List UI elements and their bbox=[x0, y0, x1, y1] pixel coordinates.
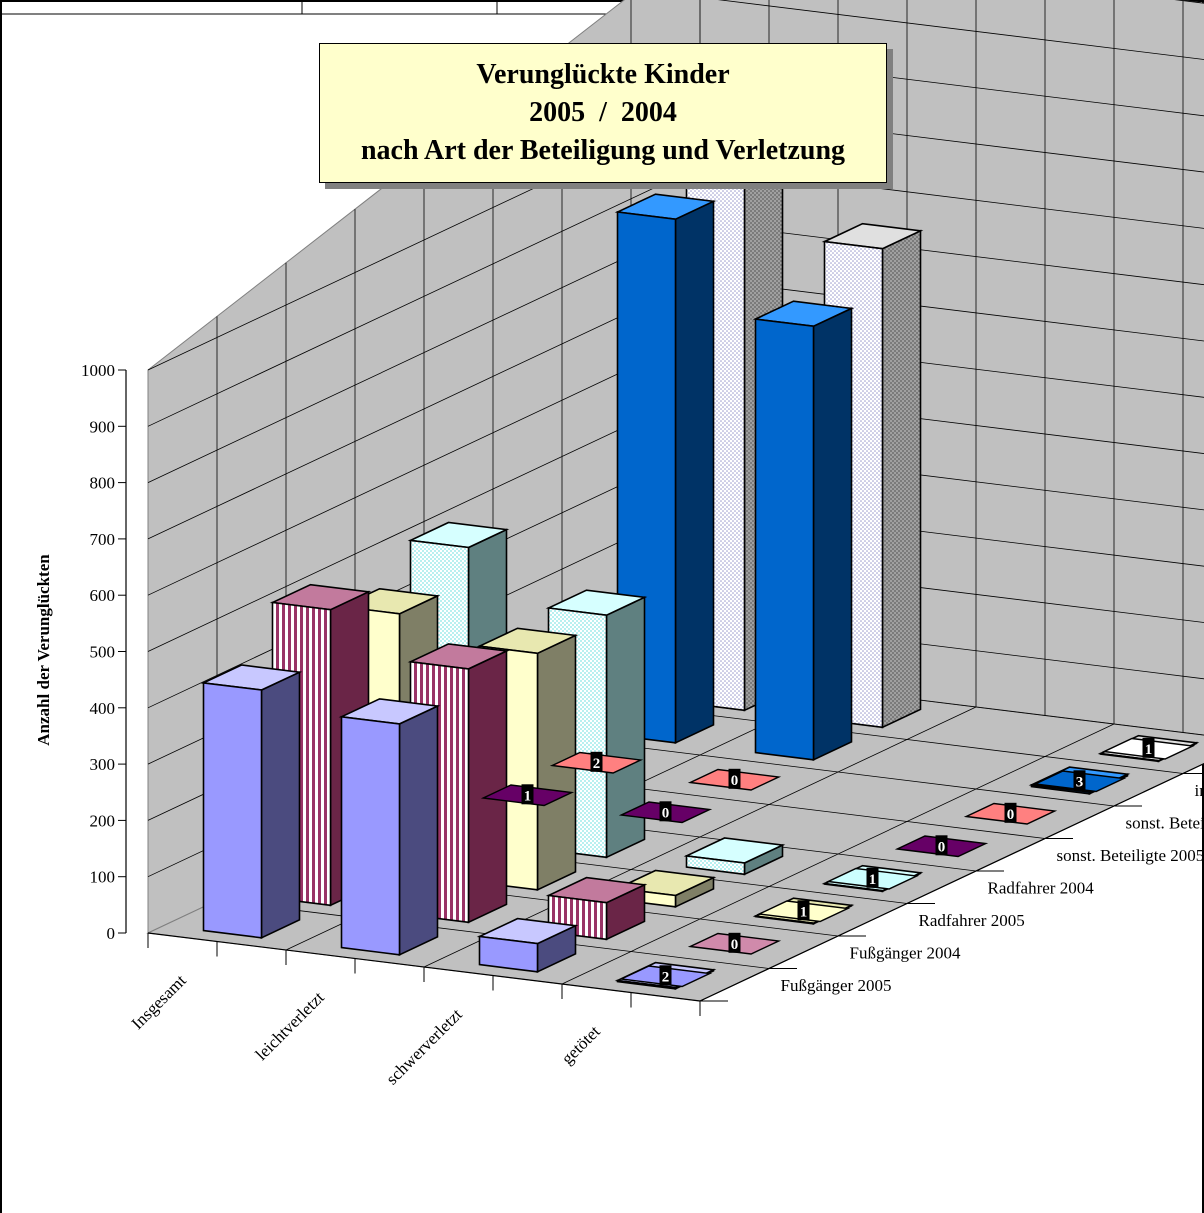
series-label: Radfahrer 2004 bbox=[988, 878, 1095, 897]
data-label-text: 0 bbox=[731, 773, 739, 789]
x-category-labels: Insgesamt leichtverletzt schwerverletzt get… bbox=[128, 971, 604, 1089]
data-label-text: 1 bbox=[800, 904, 808, 920]
y-tick-label: 400 bbox=[90, 699, 116, 718]
chart-title: Verunglückte Kinder 2005 / 2004 nach Art… bbox=[319, 43, 887, 183]
data-label: 1 bbox=[825, 867, 920, 890]
bar-side bbox=[881, 229, 922, 729]
bar-side bbox=[260, 670, 301, 940]
data-label-box bbox=[866, 867, 879, 888]
series-label: sonst. Beteiligte 2005 bbox=[1057, 846, 1204, 865]
bar-front bbox=[1030, 783, 1091, 795]
data-label-text: 3 bbox=[1076, 774, 1084, 790]
bar-front bbox=[478, 935, 539, 973]
bar-side bbox=[398, 704, 439, 957]
data-label: 2 bbox=[618, 965, 713, 988]
y-tick-label: 700 bbox=[90, 530, 116, 549]
bar-side bbox=[674, 200, 715, 745]
data-label-box bbox=[797, 900, 810, 921]
floor-line bbox=[561, 723, 1115, 985]
data-label-text: 0 bbox=[662, 805, 670, 821]
data-label-text: 2 bbox=[662, 969, 670, 985]
data-label: 0 bbox=[963, 802, 1058, 825]
y-axis-label: Anzahl der Verunglückten bbox=[34, 554, 53, 746]
series-label: Radfahrer 2005 bbox=[919, 911, 1025, 930]
bar bbox=[683, 837, 786, 876]
y-tick-label: 300 bbox=[90, 755, 116, 774]
y-tick-labels: 0 100 200 300 400 500 600 700 800 900 1000 bbox=[81, 361, 115, 943]
bar-front bbox=[685, 854, 746, 876]
y-tick-label: 900 bbox=[90, 417, 116, 436]
data-label-box bbox=[590, 751, 603, 772]
title-line-3: nach Art der Beteiligung und Verletzung bbox=[360, 135, 846, 166]
data-label-text: 0 bbox=[1007, 807, 1015, 823]
bar-front bbox=[616, 979, 677, 990]
data-label-box bbox=[728, 768, 741, 789]
x-category-label: getötet bbox=[558, 1022, 604, 1068]
bar bbox=[338, 698, 441, 957]
data-label-text: 1 bbox=[1145, 742, 1153, 758]
data-label-text: 0 bbox=[938, 839, 946, 855]
data-label-text: 2 bbox=[593, 756, 601, 772]
title-line-2: 2005 / 2004 bbox=[529, 97, 677, 128]
x-category-label: schwerverletzt bbox=[382, 1005, 466, 1089]
data-label-box bbox=[1004, 802, 1017, 823]
data-label: 1 bbox=[480, 784, 575, 807]
bar-front bbox=[754, 318, 815, 761]
bar-front bbox=[754, 915, 815, 925]
data-label: 1 bbox=[1101, 737, 1196, 760]
y-tick-label: 100 bbox=[90, 868, 116, 887]
y-tick-label: 0 bbox=[107, 924, 116, 943]
series-depth-labels: Fußgänger 2005 Fußgänger 2004 Radfahrer 20… bbox=[781, 781, 1204, 995]
y-tick-label: 1000 bbox=[81, 361, 115, 380]
bar bbox=[200, 664, 303, 940]
data-label-text: 1 bbox=[869, 872, 877, 888]
bar bbox=[476, 917, 579, 974]
data-label-box bbox=[935, 835, 948, 856]
data-label: 0 bbox=[618, 801, 713, 824]
data-label-box bbox=[728, 932, 741, 953]
title-line-1: Verunglückte Kinder bbox=[476, 59, 730, 90]
y-tick-label: 500 bbox=[90, 643, 116, 662]
bar-front bbox=[823, 882, 884, 893]
x-category-label: Insgesamt bbox=[128, 971, 190, 1033]
bar-side bbox=[812, 307, 853, 762]
data-label-box bbox=[659, 801, 672, 822]
series-label: insgesamt 2005 bbox=[1195, 781, 1204, 800]
data-label-box bbox=[659, 965, 672, 986]
bar-front bbox=[1099, 752, 1160, 763]
data-label-box bbox=[1142, 737, 1155, 758]
bar-side bbox=[605, 596, 646, 859]
data-label: 1 bbox=[756, 900, 851, 923]
y-tick-label: 800 bbox=[90, 474, 116, 493]
data-label: 0 bbox=[894, 835, 989, 858]
series-label: Fußgänger 2005 bbox=[781, 976, 892, 995]
bars bbox=[200, 110, 1200, 991]
data-label: 3 bbox=[1032, 770, 1127, 793]
y-axis bbox=[118, 369, 1204, 1016]
data-label-box bbox=[521, 784, 534, 805]
y-tick-label: 600 bbox=[90, 586, 116, 605]
data-label: 0 bbox=[687, 768, 782, 791]
x-category-label: leichtverletzt bbox=[252, 988, 328, 1064]
data-label-markers: 2 0 1 1 0 0 3 1 1 2 0 0 bbox=[480, 737, 1196, 988]
data-label: 0 bbox=[687, 932, 782, 955]
series-label: sonst. Beteiligte 2004 bbox=[1126, 813, 1204, 832]
bar bbox=[752, 300, 855, 762]
bar-side bbox=[467, 649, 508, 924]
y-tick-label: 200 bbox=[90, 811, 116, 830]
data-label-box bbox=[1073, 770, 1086, 791]
data-label-text: 1 bbox=[524, 788, 532, 804]
bar-front bbox=[340, 715, 401, 956]
series-label: Fußgänger 2004 bbox=[850, 943, 961, 962]
data-label: 2 bbox=[549, 751, 644, 774]
bar-front bbox=[202, 681, 263, 939]
data-label-text: 0 bbox=[731, 937, 739, 953]
